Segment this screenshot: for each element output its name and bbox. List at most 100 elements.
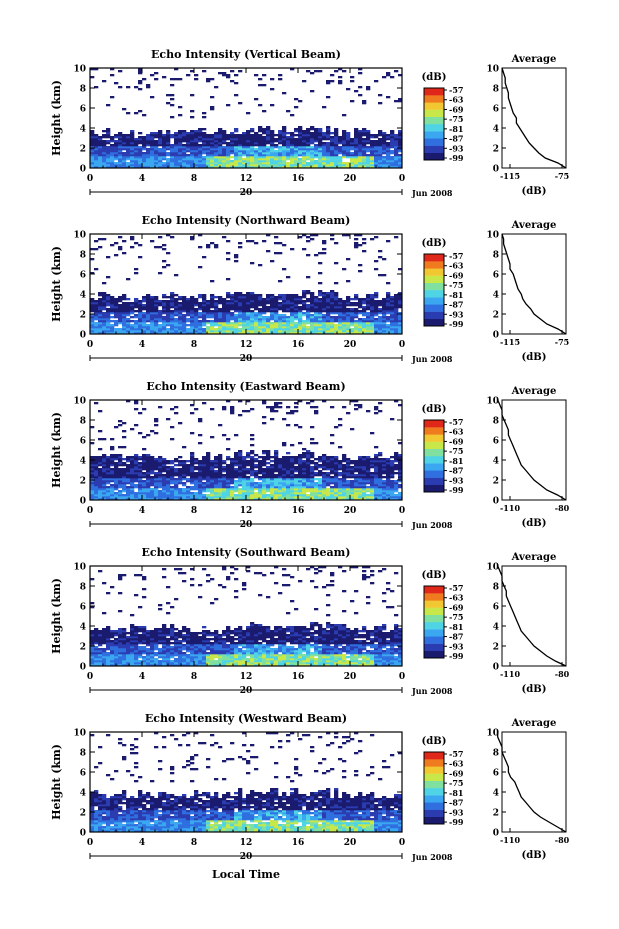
heatmap-cell — [366, 312, 371, 315]
heatmap-cell — [290, 464, 295, 467]
heatmap-cell — [302, 136, 307, 139]
heatmap-cell — [366, 154, 371, 157]
heatmap-cell — [310, 158, 315, 161]
heatmap-cell — [330, 302, 335, 305]
heatmap-cell — [202, 494, 207, 497]
heatmap-cell — [146, 294, 151, 297]
heatmap-cell — [114, 330, 119, 333]
heatmap-cell — [134, 328, 139, 331]
heatmap-cell — [146, 480, 151, 483]
heatmap-cell — [218, 482, 223, 485]
heatmap-cell — [266, 450, 271, 453]
heatmap-cell — [226, 252, 231, 255]
heatmap-cell — [158, 142, 163, 145]
heatmap-cell — [370, 302, 375, 305]
heatmap-cell — [210, 464, 215, 467]
heatmap-cell — [238, 470, 243, 473]
heatmap-cell — [238, 474, 243, 477]
heatmap-cell — [378, 300, 383, 303]
heatmap-cell — [226, 312, 231, 315]
heatmap-cell — [226, 306, 231, 309]
heatmap-cell — [190, 110, 195, 113]
heatmap-cell — [222, 326, 227, 329]
heatmap-cell — [94, 310, 99, 313]
heatmap-cell — [346, 326, 351, 329]
heatmap-cell — [334, 480, 339, 483]
heatmap-cell — [286, 110, 291, 113]
heatmap-cell — [158, 490, 163, 493]
heatmap-cell — [370, 462, 375, 465]
heatmap-cell — [322, 160, 327, 163]
heatmap-cell — [190, 328, 195, 331]
heatmap-cell — [322, 484, 327, 487]
heatmap-cell — [386, 470, 391, 473]
heatmap-cell — [146, 166, 151, 169]
heatmap-cell — [274, 464, 279, 467]
heatmap-cell — [178, 154, 183, 157]
average-x-tick-label: -115 — [500, 337, 520, 347]
heatmap-cell — [154, 498, 159, 501]
heatmap-cell — [210, 320, 215, 323]
x-tick-label: 20 — [344, 340, 357, 350]
colorbar-tick-label: -99 — [449, 153, 464, 163]
heatmap-cell — [118, 310, 123, 313]
heatmap-cell — [114, 152, 119, 155]
heatmap-cell — [182, 488, 187, 491]
heatmap-cell — [322, 490, 327, 493]
heatmap-cell — [346, 234, 351, 237]
heatmap-cell — [354, 488, 359, 491]
heatmap-cell — [282, 308, 287, 311]
heatmap-cell — [374, 478, 379, 481]
heatmap-cell — [302, 166, 307, 169]
heatmap-cell — [322, 492, 327, 495]
heatmap-cell — [254, 144, 259, 147]
heatmap-cell — [282, 468, 287, 471]
heatmap-cell — [130, 140, 135, 143]
heatmap-cell — [230, 494, 235, 497]
heatmap-cell — [118, 470, 123, 473]
heatmap-cell — [270, 306, 275, 309]
heatmap-cell — [194, 466, 199, 469]
heatmap-cell — [102, 166, 107, 169]
heatmap-cell — [90, 326, 95, 329]
heatmap-cell — [238, 468, 243, 471]
heatmap-cell — [270, 146, 275, 149]
x-tick-label: 8 — [191, 174, 197, 184]
heatmap-cell — [278, 150, 283, 153]
heatmap-cell — [174, 314, 179, 317]
heatmap-cell — [118, 330, 123, 333]
heatmap-cell — [286, 496, 291, 499]
heatmap-cell — [234, 434, 239, 437]
heatmap-cell — [158, 138, 163, 141]
heatmap-cell — [330, 74, 335, 77]
heatmap-cell — [334, 150, 339, 153]
heatmap-cell — [394, 298, 399, 301]
heatmap-cell — [366, 300, 371, 303]
heatmap-cell — [310, 330, 315, 333]
heatmap-cell — [330, 138, 335, 141]
heatmap-cell — [350, 156, 355, 159]
heatmap-cell — [346, 494, 351, 497]
heatmap-cell — [226, 328, 231, 331]
heatmap-cell — [126, 314, 131, 317]
heatmap-cell — [330, 296, 335, 299]
heatmap-cell — [326, 460, 331, 463]
heatmap-cell — [214, 476, 219, 479]
heatmap-cell — [134, 112, 139, 115]
x-tick-label: 12 — [240, 174, 253, 184]
heatmap-cell — [210, 322, 215, 325]
heatmap-cell — [226, 498, 231, 501]
heatmap-cell — [166, 304, 171, 307]
heatmap-cell — [122, 496, 127, 499]
heatmap-cell — [394, 148, 399, 151]
heatmap-cell — [138, 142, 143, 145]
heatmap-cell — [210, 476, 215, 479]
heatmap-cell — [206, 496, 211, 499]
heatmap-cell — [378, 102, 383, 105]
heatmap-cell — [186, 328, 191, 331]
heatmap-cell — [398, 154, 403, 157]
heatmap-cell — [334, 468, 339, 471]
heatmap-cell — [134, 144, 139, 147]
heatmap-cell — [98, 474, 103, 477]
heatmap-cell — [382, 132, 387, 135]
